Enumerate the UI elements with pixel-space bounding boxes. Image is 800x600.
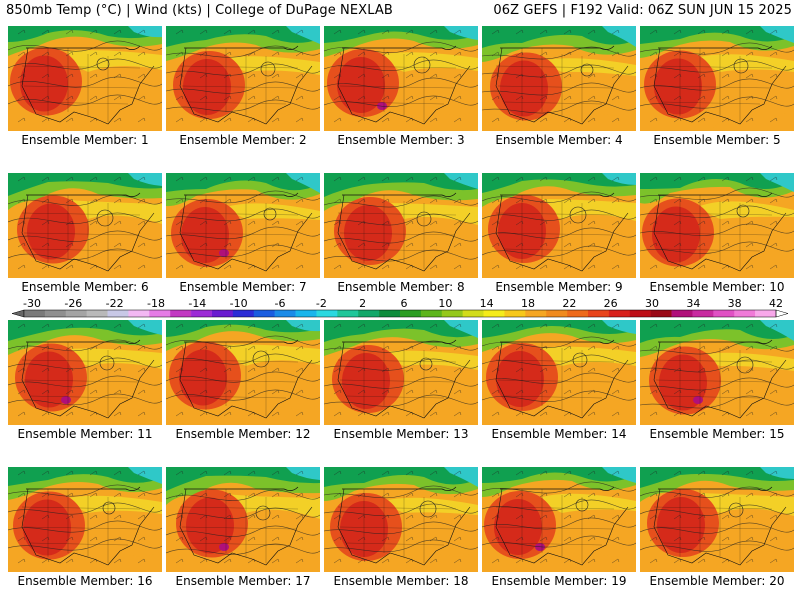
ensemble-map-8 (324, 173, 478, 278)
colorbar-tick-label: -2 (316, 298, 327, 310)
colorbar-swatch (671, 310, 693, 317)
colorbar-swatch (358, 310, 380, 317)
run-valid-time: 06Z GEFS | F192 Valid: 06Z SUN JUN 15 20… (493, 3, 792, 18)
ensemble-member-label: Ensemble Member: 18 (333, 574, 469, 588)
colorbar-tick-label: 18 (521, 298, 535, 310)
ensemble-map-15 (640, 320, 794, 425)
ensemble-member-label: Ensemble Member: 17 (175, 574, 311, 588)
ensemble-member-label: Ensemble Member: 3 (337, 133, 465, 147)
colorbar-tick-label: 10 (438, 298, 452, 310)
colorbar-swatch (295, 310, 317, 317)
ensemble-map-16 (8, 467, 162, 572)
ensemble-map-1 (8, 26, 162, 131)
colorbar-swatch (567, 310, 589, 317)
ensemble-member-label: Ensemble Member: 20 (649, 574, 785, 588)
colorbar-tick-label: 2 (359, 298, 366, 310)
colorbar-tick-label: -26 (64, 298, 82, 310)
ensemble-map-17 (166, 467, 320, 572)
ensemble-member-label: Ensemble Member: 11 (17, 427, 153, 441)
colorbar-tick-label: -22 (106, 298, 124, 310)
colorbar-tick-label: 26 (604, 298, 618, 310)
ensemble-map-6 (8, 173, 162, 278)
ensemble-map-9 (482, 173, 636, 278)
colorbar-tick-label: 14 (480, 298, 494, 310)
colorbar-tick-label: -10 (230, 298, 248, 310)
colorbar-swatch (588, 310, 610, 317)
colorbar-swatch (525, 310, 547, 317)
colorbar-swatch (44, 310, 67, 317)
ensemble-map-5 (640, 26, 794, 131)
ensemble-member-label: Ensemble Member: 5 (653, 133, 781, 147)
ensemble-map-18 (324, 467, 478, 572)
chart-title: 850mb Temp (°C) | Wind (kts) | College o… (6, 3, 393, 18)
ensemble-map-7 (166, 173, 320, 278)
colorbar-tick-label: 30 (645, 298, 659, 310)
colorbar-swatch (483, 310, 505, 317)
ensemble-member-label: Ensemble Member: 19 (491, 574, 627, 588)
ensemble-member-label: Ensemble Member: 13 (333, 427, 469, 441)
ensemble-member-label: Ensemble Member: 15 (649, 427, 785, 441)
colorbar-swatch (24, 310, 46, 317)
colorbar-tick-label: -30 (23, 298, 41, 310)
ensemble-map-12 (166, 320, 320, 425)
colorbar-tick-label: -6 (275, 298, 286, 310)
colorbar-swatch (650, 310, 672, 317)
colorbar-tick-label: 22 (562, 298, 576, 310)
colorbar-swatch (713, 310, 735, 317)
colorbar-swatch (441, 310, 463, 317)
ensemble-member-label: Ensemble Member: 8 (337, 280, 465, 294)
ensemble-map-3 (324, 26, 478, 131)
ensemble-member-label: Ensemble Member: 10 (649, 280, 785, 294)
colorbar-swatch (692, 310, 714, 317)
colorbar-tick-label: 34 (686, 298, 700, 310)
colorbar-tick-label: 6 (401, 298, 408, 310)
colorbar-swatch (274, 310, 296, 317)
colorbar-swatch (379, 310, 401, 317)
ensemble-map-19 (482, 467, 636, 572)
ensemble-member-label: Ensemble Member: 6 (21, 280, 149, 294)
colorbar-swatch (734, 310, 756, 317)
ensemble-map-14 (482, 320, 636, 425)
colorbar-swatch (629, 310, 651, 317)
colorbar-swatch (212, 310, 234, 317)
colorbar-swatch (337, 310, 359, 317)
ensemble-member-label: Ensemble Member: 12 (175, 427, 311, 441)
colorbar-tick-label: 38 (728, 298, 742, 310)
ensemble-member-label: Ensemble Member: 9 (495, 280, 623, 294)
colorbar-swatch (462, 310, 484, 317)
colorbar-swatch (128, 310, 150, 317)
colorbar-tick-label: -18 (147, 298, 165, 310)
ensemble-member-label: Ensemble Member: 2 (179, 133, 307, 147)
colorbar-swatch (608, 310, 631, 317)
colorbar-swatch (420, 310, 443, 317)
colorbar-tick-label: 42 (769, 298, 783, 310)
ensemble-member-label: Ensemble Member: 16 (17, 574, 153, 588)
ensemble-map-20 (640, 467, 794, 572)
ensemble-member-label: Ensemble Member: 4 (495, 133, 623, 147)
colorbar-swatch (232, 310, 255, 317)
colorbar-swatch (149, 310, 171, 317)
colorbar-swatch (400, 310, 422, 317)
ensemble-map-4 (482, 26, 636, 131)
colorbar-swatch (191, 310, 213, 317)
colorbar-swatch (253, 310, 275, 317)
ensemble-member-label: Ensemble Member: 14 (491, 427, 627, 441)
ensemble-map-13 (324, 320, 478, 425)
colorbar-swatch (504, 310, 526, 317)
colorbar-swatch (755, 310, 777, 317)
ensemble-map-10 (640, 173, 794, 278)
ensemble-member-label: Ensemble Member: 1 (21, 133, 149, 147)
colorbar-tick-label: -14 (188, 298, 206, 310)
ensemble-map-11 (8, 320, 162, 425)
colorbar-swatch (65, 310, 87, 317)
colorbar-swatch (546, 310, 568, 317)
temperature-colorbar: -30 -26 -22 -18 -14 -10 -6 -2 2 6 10 14 18 22 26 30 34 38… (11, 298, 789, 318)
colorbar-swatch (86, 310, 108, 317)
ensemble-member-label: Ensemble Member: 7 (179, 280, 307, 294)
ensemble-map-2 (166, 26, 320, 131)
colorbar-swatch (107, 310, 129, 317)
colorbar-swatch (316, 310, 338, 317)
colorbar-swatch (170, 310, 192, 317)
